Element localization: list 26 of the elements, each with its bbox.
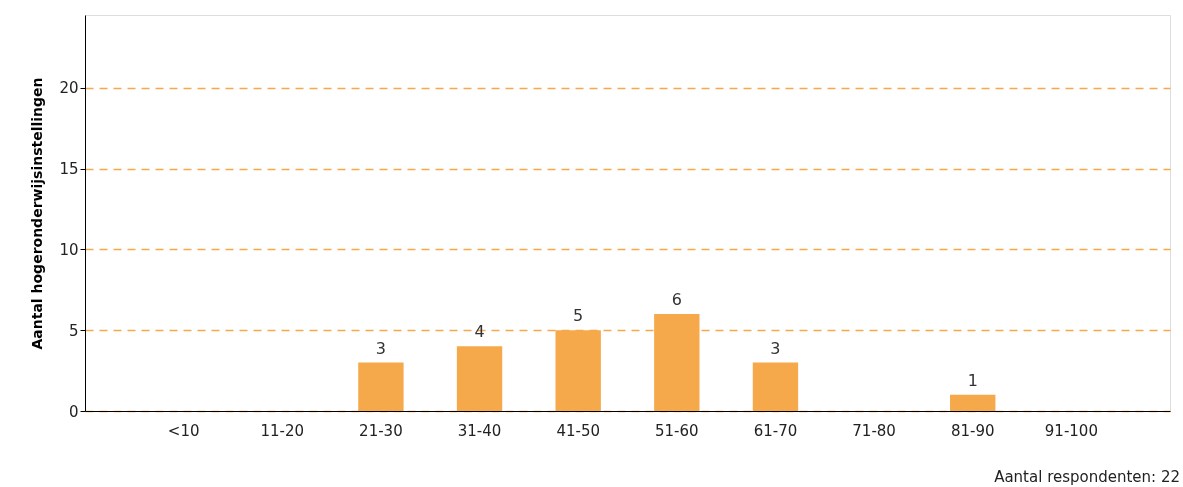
- bar: [950, 394, 996, 411]
- x-tick-label: 41-50: [556, 421, 600, 440]
- data-label: 1: [967, 370, 978, 390]
- x-tick-label: 71-80: [852, 421, 896, 440]
- data-label: 6: [671, 290, 682, 310]
- text: Aantal respondenten: 22: [994, 468, 1180, 486]
- x-tick-label: 21-30: [359, 421, 403, 440]
- y-tick-label: 5: [68, 321, 79, 340]
- bar: [752, 362, 799, 411]
- x-tick-label: 81-90: [950, 421, 995, 440]
- bar: [456, 346, 503, 411]
- data-label: 5: [573, 306, 584, 326]
- x-tick-label: 51-60: [655, 421, 699, 440]
- data-label: 3: [375, 338, 386, 358]
- x-tick-label: <10: [167, 421, 200, 440]
- y-tick-label: 20: [59, 79, 79, 98]
- y-tick-label: 15: [59, 160, 79, 179]
- x-tick-label: 11-20: [260, 421, 305, 440]
- data-label: 3: [770, 338, 781, 358]
- y-tick-label: 10: [59, 240, 79, 259]
- x-tick-label: 91-100: [1044, 421, 1098, 440]
- y-tick-label: 0: [68, 402, 79, 421]
- x-tick-label: 61-70: [753, 421, 798, 440]
- x-tick-label: 31-40: [457, 421, 502, 440]
- bar: [358, 362, 404, 411]
- y-axis-title: Aantal hogeronderwijsinstellingen: [29, 77, 46, 350]
